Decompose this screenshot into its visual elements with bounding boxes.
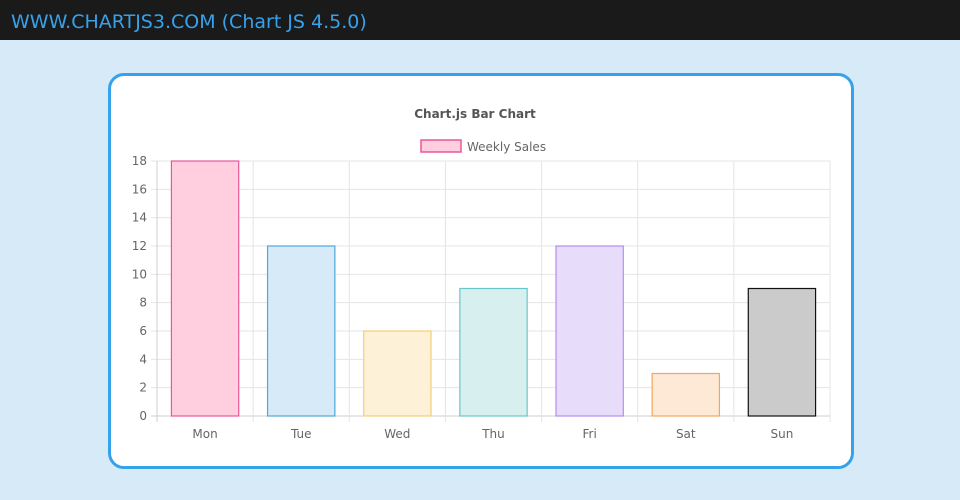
x-tick-label: Thu (481, 427, 505, 441)
chart-card: Chart.js Bar Chart Weekly Sales 0 2 4 6 8 10 1… (108, 73, 854, 469)
bar-sun[interactable] (747, 287, 817, 417)
x-tick-label: Sat (676, 427, 696, 441)
y-tick-label: 6 (139, 324, 147, 338)
legend-label[interactable]: Weekly Sales (467, 140, 546, 154)
y-tick-label: 16 (132, 182, 147, 196)
y-tick-label: 12 (132, 239, 147, 253)
y-tick-label: 8 (139, 296, 147, 310)
y-tick-label: 0 (139, 409, 147, 423)
y-tick-label: 2 (139, 381, 147, 395)
bar-chart: Chart.js Bar Chart Weekly Sales 0 2 4 6 8 10 1… (132, 107, 831, 441)
bar-mon[interactable] (170, 160, 240, 417)
legend-swatch[interactable] (420, 139, 462, 153)
x-tick-label: Tue (290, 427, 312, 441)
bar-sat[interactable] (651, 372, 721, 417)
site-brand-link[interactable]: WWW.CHARTJS3.COM (Chart JS 4.5.0) (11, 11, 367, 33)
x-tick-label: Fri (582, 427, 596, 441)
x-axis: Mon Tue Wed Thu Fri Sat Sun (192, 427, 793, 441)
bar-thu[interactable] (459, 287, 528, 417)
x-tick-label: Wed (384, 427, 410, 441)
y-tick-label: 18 (132, 154, 147, 168)
bar-wed[interactable] (363, 330, 432, 417)
x-tick-label: Sun (771, 427, 794, 441)
bar-fri[interactable] (555, 245, 624, 417)
y-axis: 0 2 4 6 8 10 12 14 16 18 (132, 154, 147, 423)
legend[interactable]: Weekly Sales (420, 139, 546, 154)
y-tick-label: 10 (132, 267, 147, 281)
y-tick-label: 4 (139, 352, 147, 366)
bars (170, 160, 817, 417)
y-tick-label: 14 (132, 211, 147, 225)
top-bar: WWW.CHARTJS3.COM (Chart JS 4.5.0) (0, 0, 960, 40)
x-tick-label: Mon (192, 427, 217, 441)
chart-title: Chart.js Bar Chart (414, 107, 536, 121)
bar-tue[interactable] (266, 245, 336, 417)
